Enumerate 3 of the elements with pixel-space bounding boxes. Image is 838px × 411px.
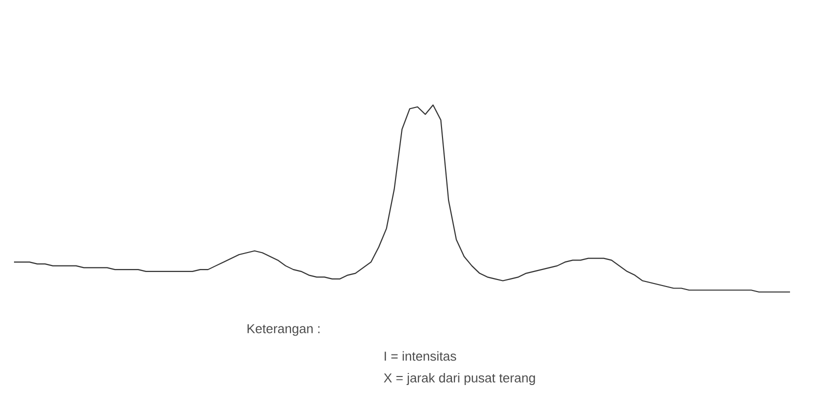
text: Keterangan : xyxy=(248,324,320,336)
text: I = intensitas xyxy=(384,351,456,361)
text: X = jarak dari pusat terang xyxy=(384,372,535,386)
